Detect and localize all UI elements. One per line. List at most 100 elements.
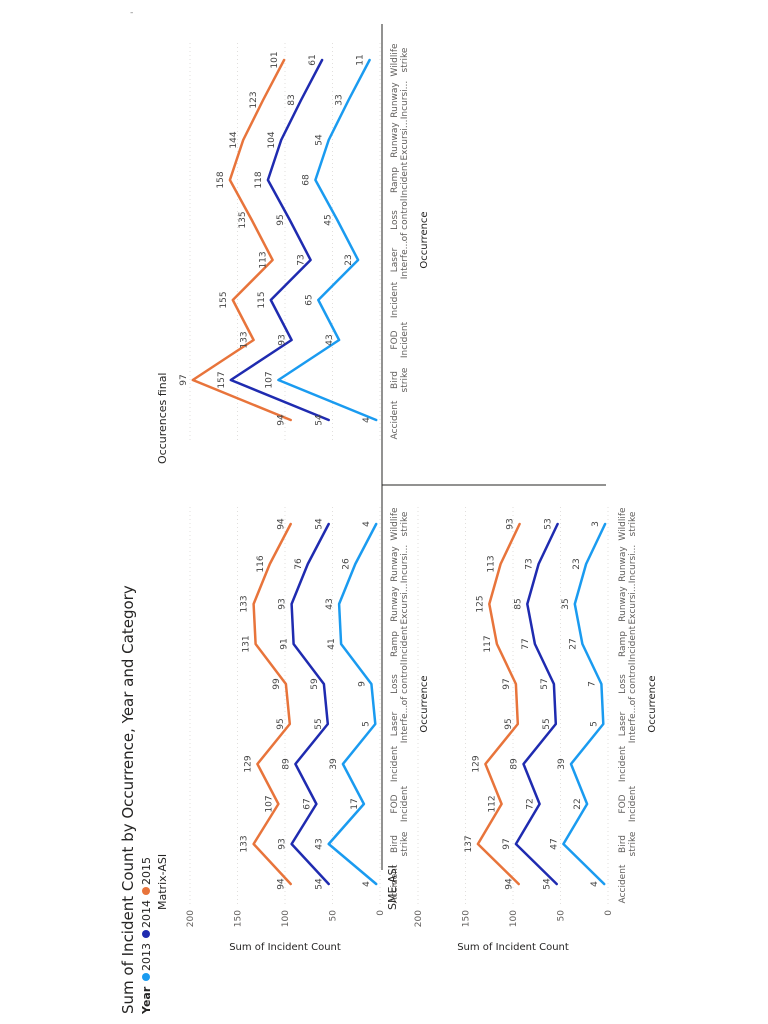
- series-line-2013: [562, 522, 607, 886]
- y-tick-label: 50: [557, 910, 567, 922]
- data-label: 11: [356, 54, 366, 65]
- data-label: 72: [526, 798, 536, 809]
- y-tick-label: 100: [509, 910, 519, 927]
- data-label: 73: [525, 558, 535, 569]
- data-label: 89: [509, 758, 519, 770]
- x-axis-title: Occurrence: [419, 675, 430, 732]
- data-label: 54: [315, 518, 325, 530]
- data-label: 43: [325, 598, 335, 609]
- data-label: 73: [297, 254, 307, 265]
- x-tick-label: FODIncident: [390, 321, 410, 358]
- data-label: 97: [502, 838, 512, 849]
- x-tick-label: RunwayIncursi...: [390, 545, 410, 583]
- data-label: 104: [267, 131, 277, 148]
- data-label: 76: [294, 558, 304, 570]
- x-tick-label: RunwayExcursi...: [390, 120, 410, 161]
- legend-marker-2014: [142, 930, 150, 938]
- x-tick-label: Birdstrike: [618, 831, 638, 856]
- legend-item-2015: 2015: [140, 857, 153, 885]
- data-label: 112: [488, 795, 498, 812]
- x-tick-label: RampIncident: [390, 625, 410, 662]
- data-label: 4: [362, 521, 372, 527]
- x-tick-label: LaserInterfe...: [390, 705, 410, 743]
- data-label: 59: [310, 678, 320, 690]
- data-label: 27: [568, 638, 578, 649]
- series-line-2014: [290, 522, 330, 886]
- data-label: 4: [362, 417, 372, 423]
- x-tick-label: Birdstrike: [390, 367, 410, 392]
- data-label: 125: [475, 595, 485, 612]
- series-line-2014: [229, 58, 330, 422]
- data-label: 89: [281, 758, 291, 770]
- data-label: 95: [276, 214, 286, 225]
- data-label: 7: [587, 681, 597, 687]
- legend: Year 2013 2014 2015: [140, 857, 153, 1015]
- data-label: 61: [308, 54, 318, 65]
- data-label: 107: [264, 795, 274, 812]
- data-label: 17: [350, 798, 360, 809]
- panel-title: Matrix-ASI: [156, 854, 169, 910]
- y-axis-title: Sum of Incident Count: [229, 942, 341, 953]
- data-label: 95: [276, 718, 286, 729]
- x-tick-label: Accident: [390, 400, 400, 439]
- legend-item-2014: 2014: [140, 900, 153, 928]
- y-tick-label: 150: [234, 910, 244, 927]
- y-tick-label: 150: [462, 910, 472, 927]
- data-label: 45: [323, 214, 333, 225]
- data-label: 53: [544, 518, 554, 529]
- data-label: 131: [242, 635, 252, 652]
- data-label: 99: [272, 678, 282, 690]
- x-tick-label: Wildlifestrike: [390, 507, 410, 541]
- x-tick-label: LaserInterfe...: [390, 241, 410, 279]
- data-label: 133: [240, 331, 250, 348]
- series-line-2013: [277, 58, 378, 422]
- data-label: 157: [217, 371, 227, 388]
- series-line-2014: [514, 522, 559, 886]
- chart-title: Sum of Incident Count by Occurrence, Yea…: [119, 585, 137, 1014]
- data-label: 115: [257, 291, 267, 308]
- x-tick-label: Birdstrike: [390, 831, 410, 856]
- data-label: 54: [315, 878, 325, 890]
- legend-label: Year: [140, 986, 153, 1015]
- data-label: 113: [259, 251, 269, 268]
- data-label: 4: [362, 881, 372, 887]
- data-label: 54: [315, 134, 325, 146]
- chart-panel-3: Occurences final Accident Birdstrike FODInc…: [156, 40, 430, 464]
- data-label: 94: [505, 878, 515, 890]
- data-label: 94: [277, 518, 287, 530]
- data-label: 23: [344, 254, 354, 265]
- data-label: 39: [557, 758, 567, 770]
- data-label: 95: [504, 718, 514, 729]
- legend-marker-2013: [142, 973, 150, 981]
- data-label: 33: [335, 94, 345, 105]
- data-label: 77: [521, 638, 531, 649]
- data-label: 155: [219, 291, 229, 308]
- data-label: 9: [357, 681, 367, 687]
- y-tick-label: 200: [414, 910, 424, 927]
- x-tick-label: RunwayIncursi...: [390, 81, 410, 119]
- data-label: 158: [216, 171, 226, 188]
- data-label: 26: [341, 558, 351, 570]
- data-label: 133: [240, 595, 250, 612]
- data-label: 55: [314, 718, 324, 729]
- data-label: 93: [506, 518, 516, 529]
- data-label: 3: [591, 521, 601, 527]
- data-label: 55: [542, 718, 552, 729]
- x-tick-label: Incident: [390, 745, 400, 782]
- data-label: 4: [590, 881, 600, 887]
- data-label: 67: [302, 798, 312, 809]
- series-line-2015: [191, 58, 292, 422]
- y-tick-label: 200: [186, 910, 196, 927]
- data-label: 41: [327, 638, 337, 649]
- y-axis-title: Sum of Incident Count: [457, 942, 569, 953]
- data-label: 123: [249, 91, 259, 108]
- x-tick-label: Lossof control: [618, 663, 638, 706]
- data-label: 5: [361, 721, 371, 727]
- data-label: 116: [256, 555, 266, 572]
- data-label: 23: [572, 558, 582, 569]
- data-label: 107: [264, 371, 274, 388]
- data-label: 54: [543, 878, 553, 890]
- data-label: 94: [277, 878, 287, 890]
